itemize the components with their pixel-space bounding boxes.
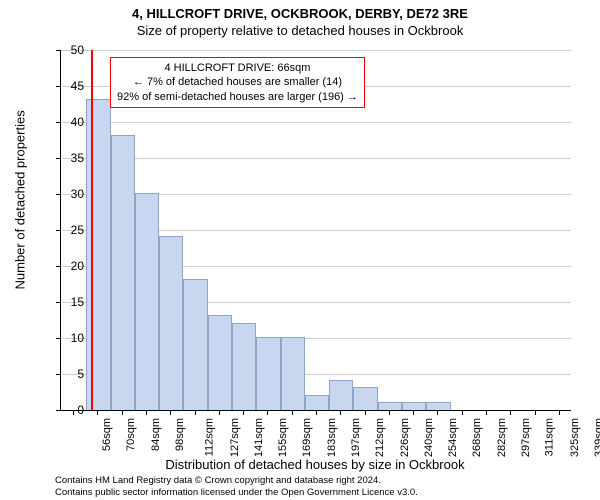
ytick-label: 45 xyxy=(54,79,84,93)
annotation-line2: ← 7% of detached houses are smaller (14) xyxy=(117,75,358,89)
bar xyxy=(208,315,232,410)
xtick-mark xyxy=(437,410,438,415)
chart-container: 4, HILLCROFT DRIVE, OCKBROOK, DERBY, DE7… xyxy=(0,0,600,500)
xtick-label: 254sqm xyxy=(447,418,459,457)
xtick-label: 127sqm xyxy=(229,418,241,457)
xtick-label: 268sqm xyxy=(472,418,484,457)
title-area: 4, HILLCROFT DRIVE, OCKBROOK, DERBY, DE7… xyxy=(0,6,600,38)
xtick-label: 70sqm xyxy=(125,418,137,451)
xtick-label: 311sqm xyxy=(544,418,556,456)
ytick-label: 25 xyxy=(54,223,84,237)
bar xyxy=(135,193,159,410)
bar xyxy=(426,402,450,410)
bar xyxy=(281,337,305,410)
annotation-line1: 4 HILLCROFT DRIVE: 66sqm xyxy=(117,61,358,75)
xtick-label: 56sqm xyxy=(101,418,113,451)
xtick-mark xyxy=(219,410,220,415)
annotation-line3: 92% of semi-detached houses are larger (… xyxy=(117,90,358,104)
ytick-label: 0 xyxy=(54,403,84,417)
ytick-label: 40 xyxy=(54,115,84,129)
xtick-label: 282sqm xyxy=(496,418,508,457)
xtick-mark xyxy=(122,410,123,415)
attribution: Contains HM Land Registry data © Crown c… xyxy=(55,475,418,499)
xtick-label: 98sqm xyxy=(174,418,186,451)
bar xyxy=(86,99,110,410)
bar xyxy=(111,135,135,410)
xtick-label: 297sqm xyxy=(520,418,532,457)
marker-line xyxy=(91,50,93,410)
xtick-mark xyxy=(340,410,341,415)
ytick-label: 50 xyxy=(54,43,84,57)
attribution-line1: Contains HM Land Registry data © Crown c… xyxy=(55,475,418,487)
bar xyxy=(159,236,183,410)
xtick-mark xyxy=(365,410,366,415)
bar xyxy=(256,337,280,410)
xtick-mark xyxy=(389,410,390,415)
x-axis-label: Distribution of detached houses by size … xyxy=(60,457,570,472)
annotation-box: 4 HILLCROFT DRIVE: 66sqm ← 7% of detache… xyxy=(110,57,365,108)
xtick-label: 325sqm xyxy=(569,418,581,457)
xtick-label: 141sqm xyxy=(253,418,265,457)
xtick-mark xyxy=(486,410,487,415)
xtick-mark xyxy=(316,410,317,415)
xtick-label: 183sqm xyxy=(326,418,338,457)
y-axis-label: Number of detached properties xyxy=(13,170,28,290)
ytick-label: 15 xyxy=(54,295,84,309)
chart-title-desc: Size of property relative to detached ho… xyxy=(0,23,600,38)
xtick-mark xyxy=(462,410,463,415)
ytick-label: 30 xyxy=(54,187,84,201)
bar xyxy=(305,395,329,410)
attribution-line2: Contains public sector information licen… xyxy=(55,487,418,499)
xtick-mark xyxy=(195,410,196,415)
ytick-label: 35 xyxy=(54,151,84,165)
xtick-mark xyxy=(292,410,293,415)
bar xyxy=(353,387,377,410)
bar xyxy=(378,402,402,410)
xtick-label: 212sqm xyxy=(374,418,386,457)
xtick-mark xyxy=(267,410,268,415)
xtick-mark xyxy=(243,410,244,415)
xtick-label: 339sqm xyxy=(593,418,600,457)
ytick-label: 20 xyxy=(54,259,84,273)
xtick-mark xyxy=(510,410,511,415)
chart-title-address: 4, HILLCROFT DRIVE, OCKBROOK, DERBY, DE7… xyxy=(0,6,600,21)
xtick-label: 197sqm xyxy=(350,418,362,457)
xtick-label: 112sqm xyxy=(204,418,216,456)
xtick-label: 84sqm xyxy=(150,418,162,451)
xtick-label: 155sqm xyxy=(277,418,289,457)
ytick-label: 10 xyxy=(54,331,84,345)
ytick-label: 5 xyxy=(54,367,84,381)
xtick-mark xyxy=(97,410,98,415)
xtick-mark xyxy=(535,410,536,415)
xtick-mark xyxy=(559,410,560,415)
gridline xyxy=(61,50,571,51)
bar xyxy=(329,380,353,410)
xtick-label: 169sqm xyxy=(302,418,314,457)
xtick-mark xyxy=(413,410,414,415)
xtick-mark xyxy=(170,410,171,415)
xtick-label: 240sqm xyxy=(423,418,435,457)
gridline xyxy=(61,158,571,159)
bar xyxy=(232,323,256,410)
xtick-mark xyxy=(146,410,147,415)
xtick-label: 226sqm xyxy=(399,418,411,457)
bar xyxy=(402,402,426,410)
gridline xyxy=(61,122,571,123)
bar xyxy=(183,279,207,410)
